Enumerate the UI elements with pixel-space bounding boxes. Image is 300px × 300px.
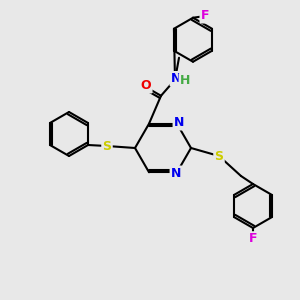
- Text: F: F: [249, 232, 257, 245]
- Text: H: H: [180, 74, 190, 87]
- Text: S: S: [103, 140, 112, 152]
- Text: N: N: [171, 167, 181, 180]
- Text: N: N: [174, 116, 184, 129]
- Text: S: S: [214, 149, 224, 163]
- Text: N: N: [171, 72, 181, 85]
- Text: F: F: [201, 9, 209, 22]
- Text: O: O: [141, 79, 151, 92]
